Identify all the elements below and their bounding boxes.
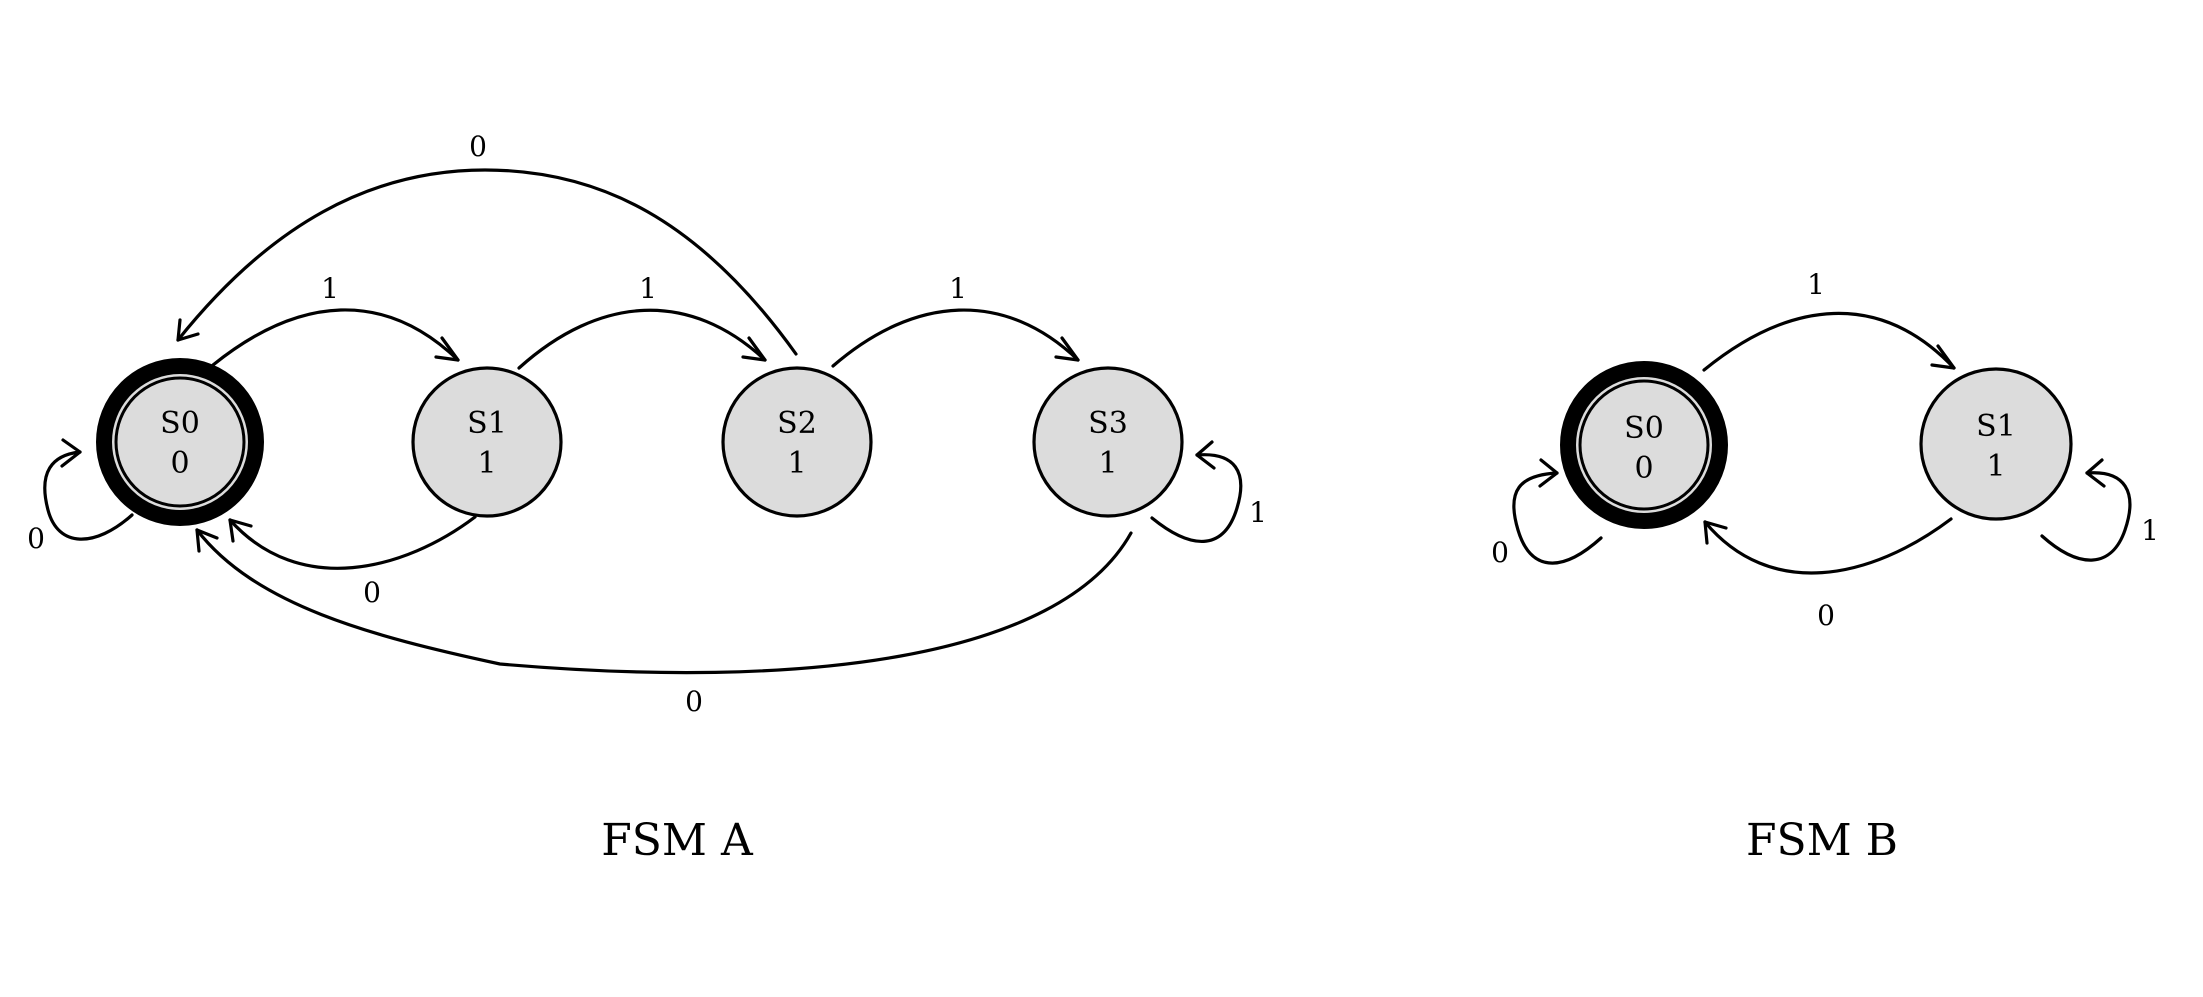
fsm-b-state-s0-outer-ring xyxy=(1560,361,1728,529)
fsm-b-edge-s0-s1-label: 1 xyxy=(1807,268,1825,301)
fsm-a-state-s0: S0 0 xyxy=(96,358,264,526)
fsm-b-state-s1-circle xyxy=(1919,367,2073,521)
fsm-a-edge-s0-s1: 1 xyxy=(211,272,460,367)
fsm-b-state-s1-name: S1 xyxy=(1976,409,2016,444)
fsm-a-state-s0-output: 0 xyxy=(170,446,189,481)
fsm-a-state-s3: S3 1 xyxy=(1032,366,1184,518)
fsm-a-caption: FSM A xyxy=(601,815,754,866)
fsm-a-state-s0-outer-ring xyxy=(96,358,264,526)
fsm-a: S0 0 S1 1 S2 1 S3 1 0 1 xyxy=(27,130,1267,866)
fsm-a-edge-s1-s2-label: 1 xyxy=(639,272,657,305)
fsm-b-edge-s0-s0-label: 0 xyxy=(1491,536,1509,569)
fsm-a-state-s3-circle xyxy=(1032,366,1184,518)
fsm-a-edge-s3-s0-label: 0 xyxy=(685,685,703,718)
fsm-a-state-s1: S1 1 xyxy=(411,366,563,518)
fsm-b-state-s1: S1 1 xyxy=(1919,367,2073,521)
fsm-a-state-s3-output: 1 xyxy=(1098,446,1117,481)
fsm-a-state-s2: S2 1 xyxy=(721,366,873,518)
fsm-a-state-s0-name: S0 xyxy=(160,406,200,441)
fsm-a-edge-s2-s3: 1 xyxy=(831,272,1080,368)
fsm-a-edge-s0-s0: 0 xyxy=(27,438,134,555)
fsm-a-state-s2-output: 1 xyxy=(787,446,806,481)
fsm-b-state-s0-output: 0 xyxy=(1634,451,1653,486)
fsm-a-edge-s3-s3-label: 1 xyxy=(1249,496,1267,529)
fsm-a-edge-s1-s0: 0 xyxy=(228,515,477,609)
fsm-a-edge-s3-s3: 1 xyxy=(1150,440,1267,543)
fsm-a-edge-s2-s0: 0 xyxy=(176,130,798,356)
fsm-a-edge-s1-s0-label: 0 xyxy=(363,576,381,609)
fsm-a-state-s1-output: 1 xyxy=(477,446,496,481)
fsm-b-edge-s1-s0: 0 xyxy=(1703,517,1953,632)
fsm-b: S0 0 S1 1 0 1 1 0 xyxy=(1491,268,2159,866)
fsm-a-state-s3-name: S3 xyxy=(1088,406,1128,441)
fsm-a-edge-s3-s0: 0 xyxy=(195,528,1133,718)
fsm-a-state-s1-name: S1 xyxy=(467,406,507,441)
fsm-a-state-s2-name: S2 xyxy=(777,406,817,441)
fsm-a-edge-s2-s0-label: 0 xyxy=(469,130,487,163)
fsm-a-edge-s0-s0-label: 0 xyxy=(27,522,45,555)
fsm-b-edge-s1-s1: 1 xyxy=(2040,458,2159,562)
fsm-b-caption: FSM B xyxy=(1746,815,1898,866)
fsm-a-state-s0-inner-ring xyxy=(114,376,246,508)
fsm-b-state-s0-name: S0 xyxy=(1624,411,1664,446)
fsm-b-edge-s0-s0: 0 xyxy=(1491,458,1603,569)
fsm-a-edge-s1-s2: 1 xyxy=(517,272,767,370)
fsm-b-state-s0: S0 0 xyxy=(1560,361,1728,529)
fsm-a-edge-s0-s1-label: 1 xyxy=(321,272,339,305)
fsm-b-edge-s1-s1-label: 1 xyxy=(2141,514,2159,547)
fsm-b-edge-s0-s1: 1 xyxy=(1702,268,1956,372)
fsm-a-state-s1-circle xyxy=(411,366,563,518)
fsm-a-edge-s2-s3-label: 1 xyxy=(949,272,967,305)
fsm-b-state-s0-inner-ring xyxy=(1578,379,1710,511)
fsm-b-state-s1-output: 1 xyxy=(1986,449,2005,484)
fsm-b-edge-s1-s0-label: 0 xyxy=(1817,599,1835,632)
fsm-a-state-s2-circle xyxy=(721,366,873,518)
